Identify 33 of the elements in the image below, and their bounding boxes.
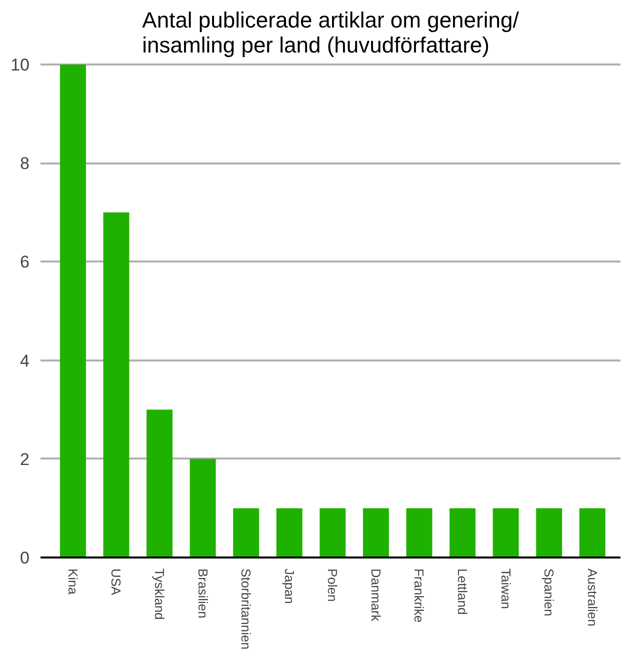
y-tick-label: 2 — [20, 450, 30, 469]
x-tick-label: Japan — [282, 568, 297, 604]
y-tick-label: 8 — [20, 154, 30, 174]
y-tick-label: 4 — [20, 351, 30, 370]
bar — [233, 508, 260, 558]
x-tick-label: Danmark — [368, 568, 384, 622]
y-tick-label: 10 — [10, 55, 30, 74]
bar — [103, 212, 130, 558]
x-tick-label: Polen — [325, 568, 340, 602]
bar — [320, 508, 346, 558]
chart-title: Antal publicerade artiklar om genering/ insamling per land (huvudförfattare) — [142, 8, 520, 58]
bar — [536, 508, 562, 558]
y-tick-label: 6 — [20, 252, 30, 272]
x-tick-label: Australien — [584, 568, 600, 626]
x-tick-label: Spanien — [542, 568, 557, 616]
x-tick-label: Storbritannien — [238, 568, 254, 650]
x-tick-label: Kina — [65, 568, 80, 596]
bar — [579, 508, 606, 558]
x-tick-label: USA — [108, 568, 124, 596]
bar — [276, 508, 302, 558]
x-tick-label: Tyskland — [152, 568, 168, 620]
bar — [406, 508, 432, 558]
y-tick-label: 0 — [20, 548, 30, 568]
x-tick-label: Brasilien — [195, 568, 210, 618]
bar — [60, 64, 86, 558]
bar — [146, 410, 173, 558]
x-tick-label: Frankrike — [412, 568, 427, 623]
bar — [190, 458, 216, 558]
bar — [362, 508, 389, 558]
bar — [492, 508, 519, 558]
bar — [450, 508, 476, 558]
x-tick-label: Taiwan — [498, 568, 514, 609]
x-tick-label: Lettland — [455, 568, 470, 615]
